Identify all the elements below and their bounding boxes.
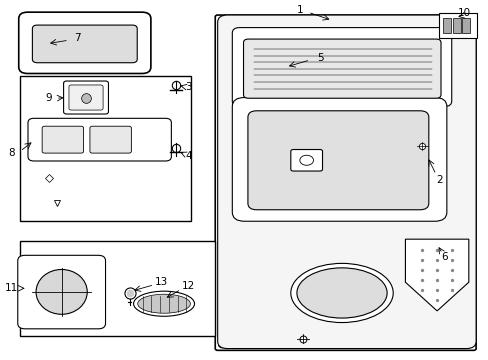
FancyBboxPatch shape [438,13,476,38]
FancyBboxPatch shape [217,15,475,348]
Text: 6: 6 [440,252,447,262]
Text: 1: 1 [297,5,303,15]
FancyBboxPatch shape [247,111,428,210]
FancyBboxPatch shape [42,126,83,153]
Text: 4: 4 [185,150,191,161]
FancyBboxPatch shape [243,39,440,98]
FancyBboxPatch shape [218,18,472,348]
Ellipse shape [138,294,190,313]
Text: 10: 10 [456,8,469,18]
Ellipse shape [36,270,87,314]
FancyBboxPatch shape [32,25,137,63]
FancyBboxPatch shape [19,12,151,73]
Text: 11: 11 [5,283,18,293]
Text: 3: 3 [185,82,191,93]
Ellipse shape [133,291,194,316]
Polygon shape [405,239,468,311]
FancyBboxPatch shape [215,15,475,350]
Text: 7: 7 [74,33,81,43]
Text: 2: 2 [435,175,442,185]
FancyBboxPatch shape [28,118,171,161]
Text: 12: 12 [182,281,195,291]
Bar [20,76,190,221]
Ellipse shape [290,264,392,323]
Ellipse shape [296,268,386,318]
FancyBboxPatch shape [90,126,131,153]
Text: 13: 13 [155,277,168,287]
FancyBboxPatch shape [290,149,322,171]
FancyBboxPatch shape [232,28,451,107]
FancyBboxPatch shape [232,98,446,221]
FancyBboxPatch shape [462,18,469,33]
Text: 9: 9 [45,93,52,103]
FancyBboxPatch shape [452,18,460,33]
Bar [20,241,215,336]
FancyBboxPatch shape [63,81,108,114]
Text: 8: 8 [8,148,15,158]
FancyBboxPatch shape [442,18,450,33]
FancyBboxPatch shape [69,85,103,110]
Circle shape [299,155,313,165]
Text: 5: 5 [316,53,323,63]
FancyBboxPatch shape [18,255,105,329]
